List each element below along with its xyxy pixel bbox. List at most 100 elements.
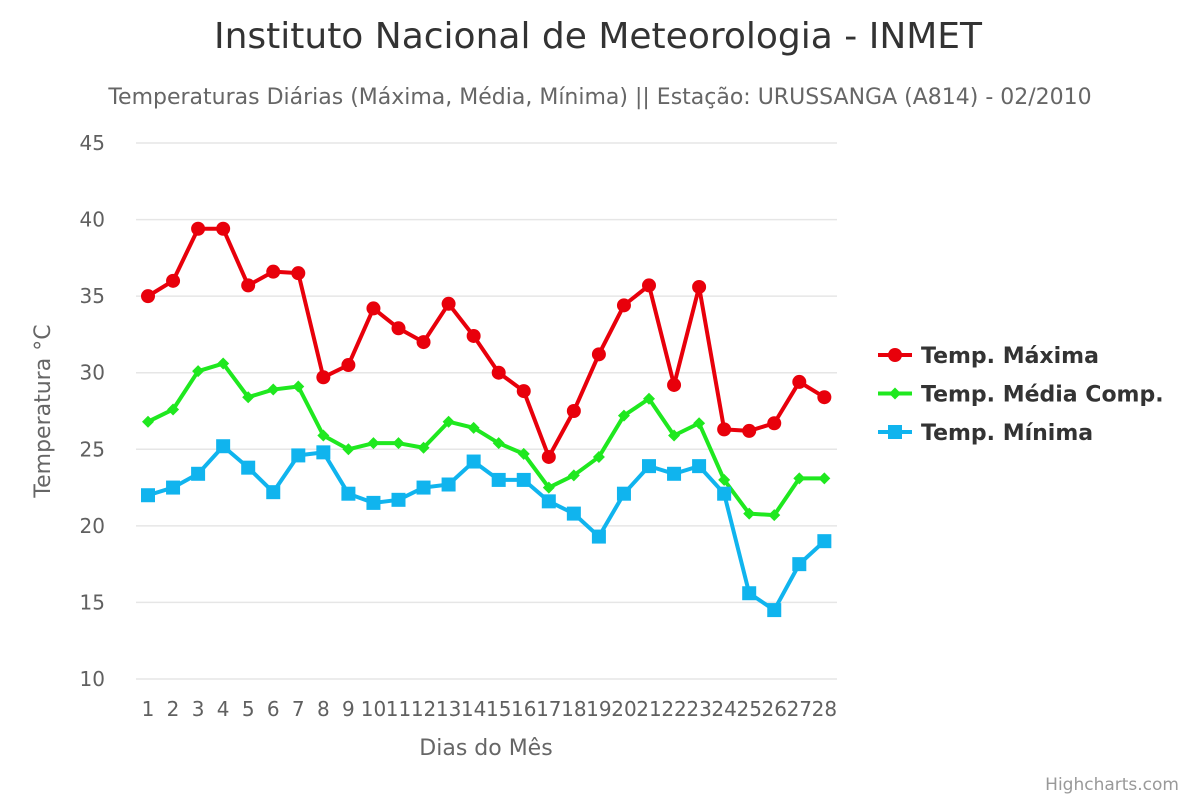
legend-item[interactable]: Temp. Média Comp. — [878, 383, 1164, 408]
data-point[interactable] — [516, 384, 531, 399]
data-point[interactable] — [242, 391, 255, 404]
data-point[interactable] — [591, 347, 606, 362]
data-point[interactable] — [291, 448, 306, 463]
data-point[interactable] — [567, 469, 580, 482]
data-point[interactable] — [817, 390, 832, 405]
data-point[interactable] — [341, 358, 356, 373]
data-point[interactable] — [316, 370, 331, 385]
data-point[interactable] — [792, 557, 807, 572]
credits-link[interactable]: Highcharts.com — [1045, 775, 1179, 795]
data-point[interactable] — [267, 383, 280, 396]
data-point[interactable] — [392, 437, 405, 450]
data-point[interactable] — [642, 459, 656, 474]
data-point[interactable] — [642, 278, 656, 293]
data-point[interactable] — [141, 488, 155, 503]
data-point[interactable] — [266, 264, 281, 279]
x-tick-label: 27 — [787, 697, 812, 721]
data-point[interactable] — [591, 529, 606, 544]
data-point[interactable] — [241, 278, 256, 293]
data-point[interactable] — [643, 392, 655, 405]
data-point[interactable] — [416, 480, 431, 495]
data-point[interactable] — [216, 221, 231, 236]
x-axis-ticks: 1 2 3 4 5 6 7 8 9 10 11 12 13 14 15 16 17 18 19 20 21 22 23 24 2… — [142, 697, 837, 721]
data-point[interactable] — [491, 365, 506, 380]
data-point[interactable] — [742, 586, 757, 601]
data-point[interactable] — [291, 266, 306, 281]
data-point[interactable] — [566, 506, 581, 521]
series-diamond — [142, 357, 831, 522]
data-point[interactable] — [592, 450, 605, 463]
data-point[interactable] — [517, 447, 530, 460]
data-point[interactable] — [167, 403, 180, 416]
data-point[interactable] — [141, 289, 155, 304]
data-point[interactable] — [492, 437, 505, 450]
data-point[interactable] — [668, 429, 681, 442]
data-point[interactable] — [616, 298, 631, 313]
data-point[interactable] — [566, 404, 581, 418]
data-point[interactable] — [366, 495, 381, 510]
data-point[interactable] — [541, 449, 556, 464]
data-point[interactable] — [417, 441, 430, 454]
legend-marker — [889, 387, 901, 400]
data-point[interactable] — [617, 409, 630, 422]
data-point[interactable] — [667, 466, 682, 481]
y-axis-ticks: 10 15 20 25 30 35 40 45 — [80, 131, 105, 691]
data-point[interactable] — [191, 466, 206, 481]
data-point[interactable] — [166, 480, 181, 495]
data-point[interactable] — [767, 416, 782, 431]
legend-marker — [888, 425, 902, 439]
data-point[interactable] — [192, 365, 205, 378]
x-tick-label: 10 — [361, 697, 386, 721]
data-point[interactable] — [818, 472, 831, 485]
series-line — [146, 226, 826, 459]
data-point[interactable] — [717, 486, 732, 501]
data-point[interactable] — [692, 459, 707, 474]
data-point[interactable] — [767, 603, 782, 618]
x-tick-label: 20 — [611, 697, 636, 721]
data-point[interactable] — [717, 422, 732, 437]
data-point[interactable] — [166, 273, 181, 288]
data-point[interactable] — [366, 301, 381, 316]
data-point[interactable] — [792, 374, 807, 389]
data-point[interactable] — [442, 415, 455, 428]
data-point[interactable] — [817, 534, 832, 549]
data-point[interactable] — [142, 415, 154, 428]
data-point[interactable] — [191, 221, 206, 236]
data-point[interactable] — [491, 472, 506, 487]
data-point[interactable] — [391, 321, 406, 336]
data-point[interactable] — [542, 481, 555, 494]
data-point[interactable] — [692, 279, 707, 294]
data-point[interactable] — [217, 357, 230, 370]
data-point[interactable] — [466, 454, 481, 469]
data-point[interactable] — [541, 494, 556, 509]
data-point[interactable] — [316, 445, 331, 460]
data-point[interactable] — [667, 377, 682, 392]
x-tick-label: 1 — [142, 697, 155, 721]
data-point[interactable] — [467, 421, 480, 434]
data-point[interactable] — [742, 423, 757, 438]
data-point[interactable] — [441, 477, 456, 492]
data-point[interactable] — [616, 486, 631, 501]
data-point[interactable] — [391, 492, 406, 507]
data-point[interactable] — [516, 472, 531, 487]
data-point[interactable] — [341, 486, 356, 501]
legend-item[interactable]: Temp. Máxima — [878, 344, 1099, 369]
x-tick-label: 25 — [736, 697, 761, 721]
legend: Temp. Máxima Temp. Média Comp. Temp. Mínim… — [878, 344, 1164, 446]
data-point[interactable] — [768, 509, 781, 522]
data-point[interactable] — [266, 485, 281, 500]
data-point[interactable] — [216, 439, 231, 454]
data-point[interactable] — [342, 443, 355, 456]
data-point[interactable] — [367, 437, 380, 450]
data-point[interactable] — [793, 472, 806, 485]
data-point[interactable] — [441, 296, 456, 311]
data-point[interactable] — [292, 380, 305, 393]
data-point[interactable] — [241, 460, 256, 475]
data-point[interactable] — [693, 417, 706, 430]
data-point[interactable] — [416, 335, 431, 350]
data-point[interactable] — [718, 473, 731, 486]
data-point[interactable] — [466, 328, 481, 343]
data-point[interactable] — [317, 429, 330, 442]
legend-item[interactable]: Temp. Mínima — [878, 421, 1093, 446]
data-point[interactable] — [743, 507, 756, 520]
